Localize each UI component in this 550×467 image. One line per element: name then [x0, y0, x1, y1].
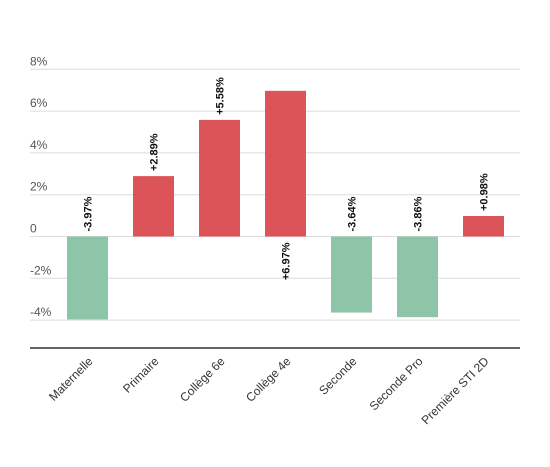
y-tick-label-0: 8% [30, 54, 48, 68]
bar-3 [265, 90, 306, 237]
data-label-3: +6.97% [281, 242, 293, 280]
data-label-4: -3.64% [347, 196, 359, 231]
x-category-label-3: Collège 4e [243, 354, 294, 405]
y-tick-label-1: 6% [30, 96, 48, 110]
bar-1 [133, 176, 174, 237]
bar-4 [331, 236, 372, 313]
y-tick-label-4: 0 [30, 222, 37, 236]
data-label-0: -3.97% [83, 196, 95, 231]
bar-layer [67, 90, 504, 320]
data-label-1: +2.89% [149, 133, 161, 171]
y-tick-label-6: -4% [30, 305, 52, 319]
x-category-label-5: Seconde Pro [367, 354, 426, 413]
y-tick-label-3: 2% [30, 180, 48, 194]
bar-6 [463, 216, 504, 237]
data-label-6: +0.98% [479, 173, 491, 211]
x-category-label-1: Primaire [120, 354, 162, 396]
x-category-label-4: Seconde [316, 354, 360, 398]
data-label-5: -3.86% [413, 196, 425, 231]
x-category-label-0: Maternelle [46, 354, 96, 404]
data-label-2: +5.58% [215, 77, 227, 115]
bar-2 [199, 119, 240, 237]
bar-0 [67, 236, 108, 320]
bar-5 [397, 236, 438, 318]
y-tick-label-5: -2% [30, 263, 52, 277]
x-category-label-2: Collège 6e [177, 354, 228, 405]
x-category-label-6: Première STI 2D [419, 354, 492, 427]
y-tick-label-2: 4% [30, 138, 48, 152]
